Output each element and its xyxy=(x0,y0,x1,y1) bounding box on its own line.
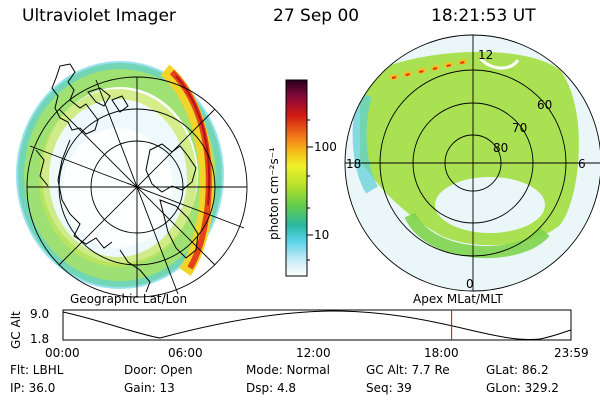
observation-time: 18:21:53 UT xyxy=(431,6,536,26)
instrument-title: Ultraviolet Imager xyxy=(22,6,176,26)
colorbar-tick-100: 100 xyxy=(314,140,337,154)
info-seq: Seq: 39 xyxy=(366,381,412,395)
apex-label: Apex MLat/MLT xyxy=(413,292,503,306)
info-filter: Flt: LBHL xyxy=(10,363,64,377)
colorbar: 100 10 photon cm⁻²s⁻¹ xyxy=(267,79,337,277)
altitude-plot: GC Alt 9.0 1.8 00:00 06:00 12:00 18:00 2… xyxy=(9,307,589,360)
altitude-xtick-2359: 23:59 xyxy=(554,346,589,360)
info-mode: Mode: Normal xyxy=(246,363,330,377)
altitude-ytick-9: 9.0 xyxy=(30,307,49,321)
geo-auroral-oval-cyan xyxy=(16,61,224,289)
altitude-xtick-1800: 18:00 xyxy=(424,346,459,360)
info-glon: GLon: 329.2 xyxy=(486,381,559,395)
altitude-xtick-0600: 06:00 xyxy=(168,346,203,360)
apex-lat-70: 70 xyxy=(512,121,527,135)
altitude-ytick-1-8: 1.8 xyxy=(30,332,49,346)
altitude-plot-frame xyxy=(62,309,572,341)
apex-white-arc xyxy=(478,56,520,70)
geographic-map: Geographic Lat/Lon xyxy=(16,61,248,306)
info-dsp: Dsp: 4.8 xyxy=(246,381,297,395)
info-glat: GLat: 86.2 xyxy=(486,363,549,377)
apex-mlt-0: 0 xyxy=(466,277,474,291)
geo-label: Geographic Lat/Lon xyxy=(70,292,187,306)
info-gain: Gain: 13 xyxy=(124,381,175,395)
colorbar-tick-10: 10 xyxy=(314,228,329,242)
altitude-trace xyxy=(62,310,572,340)
altitude-xtick-0000: 00:00 xyxy=(45,346,80,360)
info-door: Door: Open xyxy=(124,363,193,377)
altitude-ylabel: GC Alt xyxy=(9,311,23,349)
geo-polar-cap xyxy=(63,128,173,248)
apex-mlt-18: 18 xyxy=(346,157,361,171)
apex-mlt-6: 6 xyxy=(578,157,586,171)
apex-mlt-12: 12 xyxy=(478,48,493,62)
geo-coastlines xyxy=(35,63,199,293)
observation-date: 27 Sep 00 xyxy=(273,6,360,26)
geo-auroral-oval-inner xyxy=(39,89,197,267)
info-ip: IP: 36.0 xyxy=(10,381,56,395)
apex-polar-hole xyxy=(435,177,545,233)
colorbar-unit-label: photon cm⁻²s⁻¹ xyxy=(267,147,281,240)
apex-cyan-edge xyxy=(352,93,379,194)
apex-lat-80: 80 xyxy=(493,141,508,155)
geo-grid xyxy=(26,76,248,298)
apex-lat-60: 60 xyxy=(537,98,552,112)
apex-lower-band xyxy=(404,212,550,259)
info-gc-alt: GC Alt: 7.7 Re xyxy=(366,363,450,377)
apex-grid xyxy=(344,34,600,292)
altitude-xtick-1200: 12:00 xyxy=(296,346,331,360)
apex-map: 60 70 80 12 18 6 0 Apex MLat/MLT xyxy=(344,34,600,306)
colorbar-scale xyxy=(285,79,308,277)
